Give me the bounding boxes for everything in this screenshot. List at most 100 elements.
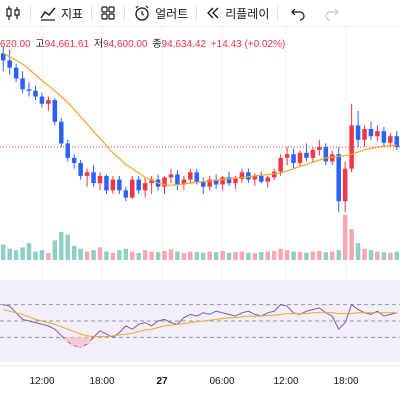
candle-body [188, 172, 193, 180]
indicators-button[interactable]: 지표 [39, 0, 83, 26]
candle-body [375, 131, 380, 137]
volume-bar [123, 248, 129, 260]
alarm-clock-icon [135, 5, 149, 21]
candle-body [252, 175, 258, 180]
candle-body [194, 172, 200, 182]
volume-bar [304, 252, 309, 260]
candle-body [117, 179, 122, 191]
volume-bar [0, 244, 6, 260]
candle-body [39, 96, 45, 104]
alert-label: 얼러트 [155, 6, 189, 21]
volume-bar [375, 251, 380, 260]
volume-bar [200, 252, 206, 260]
candle-body [97, 175, 103, 184]
toolbar-divider [30, 5, 31, 21]
candle-body [175, 174, 180, 185]
price-chart[interactable]: 12:00 18:00 27 06:00 12:00 18:00 [0, 26, 400, 400]
candle-body [239, 172, 245, 179]
candle-body [388, 136, 393, 143]
time-axis-tick: 18:00 [333, 376, 358, 387]
volume-bar [39, 250, 45, 260]
candle-body [20, 78, 25, 90]
candle-body [246, 172, 251, 180]
volume-bar [310, 251, 316, 260]
candle-body [59, 121, 64, 144]
replay-button[interactable]: 리플레이 [205, 0, 269, 26]
indicators-label: 지표 [61, 6, 84, 21]
replay-label: 리플레이 [225, 6, 270, 21]
candle-body [342, 168, 348, 202]
candle-body [226, 177, 232, 184]
alert-button[interactable]: 얼러트 [133, 0, 188, 26]
volume-bar [188, 251, 193, 260]
volume-bar [84, 251, 90, 260]
volume-bar [239, 251, 245, 260]
volume-bar [233, 252, 238, 260]
volume-bar [46, 252, 51, 260]
volume-bar [130, 251, 135, 260]
volume-bar [297, 252, 303, 260]
moving-average-line [2, 52, 397, 186]
volume-bar [284, 250, 290, 260]
rsi-oversold-fill [83, 337, 91, 344]
volume-bar [330, 251, 335, 260]
volume-bar [362, 248, 367, 260]
volume-bar [381, 252, 387, 260]
candle-body [46, 100, 51, 104]
ohlc-legend: 620.00 고94,661.61 저94,600.00 종94,634.42 … [0, 35, 287, 50]
volume-bar [59, 231, 64, 260]
toolbar-divider [91, 5, 93, 21]
volume-bar [155, 252, 161, 260]
candle-body [355, 125, 361, 140]
rsi-oversold-fill [77, 337, 84, 348]
candle-body [65, 143, 70, 158]
candle-body [265, 177, 270, 182]
low-label: 저 [93, 39, 104, 50]
volume-bar [142, 250, 148, 260]
candle-body [284, 154, 290, 158]
undo-icon[interactable] [290, 0, 306, 26]
volume-bar [291, 251, 296, 260]
candle-body [123, 190, 129, 198]
candle-body [142, 183, 148, 191]
volume-bar [226, 252, 232, 260]
candle-body [91, 172, 96, 184]
layout-grid-icon[interactable] [100, 0, 116, 26]
high-label: 고 [35, 39, 45, 50]
volume-bar [349, 229, 354, 260]
candle-body [13, 67, 19, 79]
redo-icon[interactable] [324, 0, 340, 26]
volume-bar [7, 248, 12, 260]
volume-bar [71, 245, 77, 260]
candle-body [368, 129, 374, 137]
candle-body [162, 177, 167, 187]
toolbar-divider [196, 5, 198, 21]
candle-body [33, 90, 38, 97]
volume-bar [104, 251, 109, 260]
volume-bar [246, 252, 251, 260]
volume-bar [252, 253, 258, 260]
time-axis-tick: 12:00 [273, 376, 298, 387]
volume-bar [388, 252, 393, 260]
candle-body [104, 175, 109, 191]
candle-body [259, 175, 264, 182]
volume-bar [259, 252, 264, 260]
volume-bar [213, 252, 219, 260]
candle-body [394, 136, 400, 148]
time-axis-tick: 12:00 [29, 376, 54, 387]
volume-bar [207, 251, 212, 260]
open-value: 620.00 [0, 39, 31, 50]
volume-bar [78, 248, 83, 260]
volume-bar [26, 243, 32, 260]
volume-bar [394, 251, 400, 260]
close-label: 종 [152, 39, 162, 50]
volume-bar [271, 251, 277, 260]
volume-bar [33, 251, 38, 260]
volume-bar [97, 247, 103, 260]
candle-body [381, 131, 387, 143]
toolbar-divider [277, 5, 279, 21]
time-axis-tick: 06:00 [209, 376, 234, 387]
rsi-line [3, 303, 397, 348]
candle-body [233, 178, 238, 184]
candlestick-icon[interactable] [4, 0, 22, 26]
